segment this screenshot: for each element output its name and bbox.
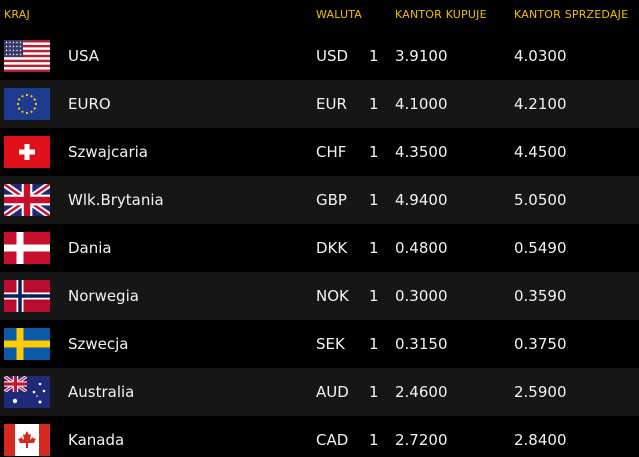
country-name: Wlk.Brytania — [68, 191, 164, 209]
table-row: Norwegia NOK 1 0.3000 0.3590 — [0, 272, 639, 320]
unit: 1 — [369, 431, 379, 449]
currency-code: DKK — [316, 239, 348, 257]
country-name: Dania — [68, 239, 112, 257]
flag-icon — [4, 232, 50, 264]
header-cell: KANTOR KUPUJE — [395, 8, 487, 21]
header-cell: KANTOR SPRZEDAJE — [514, 8, 629, 21]
unit: 1 — [369, 143, 379, 161]
sell-rate: 0.3590 — [514, 287, 567, 305]
table-row: Kanada CAD 1 2.7200 2.8400 — [0, 416, 639, 457]
sell-rate: 2.5900 — [514, 383, 567, 401]
sell-rate: 4.4500 — [514, 143, 567, 161]
flag-icon — [4, 184, 50, 216]
table-row: USA USD 1 3.9100 4.0300 — [0, 32, 639, 80]
unit: 1 — [369, 95, 379, 113]
unit: 1 — [369, 287, 379, 305]
sell-rate: 0.5490 — [514, 239, 567, 257]
header-cell: KRAJ — [4, 8, 30, 21]
buy-rate: 4.9400 — [395, 191, 448, 209]
currency-code: NOK — [316, 287, 349, 305]
buy-rate: 3.9100 — [395, 47, 448, 65]
flag-icon — [4, 88, 50, 120]
currency-code: EUR — [316, 95, 347, 113]
currency-code: AUD — [316, 383, 349, 401]
country-name: Australia — [68, 383, 135, 401]
buy-rate: 4.3500 — [395, 143, 448, 161]
currency-code: CAD — [316, 431, 349, 449]
table-row: Wlk.Brytania GBP 1 4.9400 5.0500 — [0, 176, 639, 224]
currency-code: USD — [316, 47, 349, 65]
unit: 1 — [369, 47, 379, 65]
flag-icon — [4, 280, 50, 312]
table-row: Szwecja SEK 1 0.3150 0.3750 — [0, 320, 639, 368]
unit: 1 — [369, 335, 379, 353]
country-name: Szwajcaria — [68, 143, 148, 161]
buy-rate: 0.4800 — [395, 239, 448, 257]
header-cell: WALUTA — [316, 8, 363, 21]
sell-rate: 4.2100 — [514, 95, 567, 113]
sell-rate: 2.8400 — [514, 431, 567, 449]
country-name: Szwecja — [68, 335, 129, 353]
table-row: EURO EUR 1 4.1000 4.2100 — [0, 80, 639, 128]
currency-code: GBP — [316, 191, 347, 209]
flag-icon — [4, 424, 50, 456]
buy-rate: 2.7200 — [395, 431, 448, 449]
buy-rate: 4.1000 — [395, 95, 448, 113]
currency-code: CHF — [316, 143, 347, 161]
table-header: KRAJ WALUTA KANTOR KUPUJE KANTOR SPRZEDA… — [0, 0, 639, 32]
unit: 1 — [369, 239, 379, 257]
sell-rate: 4.0300 — [514, 47, 567, 65]
flag-icon — [4, 376, 50, 408]
country-name: EURO — [68, 95, 111, 113]
currency-code: SEK — [316, 335, 345, 353]
table-row: Dania DKK 1 0.4800 0.5490 — [0, 224, 639, 272]
sell-rate: 5.0500 — [514, 191, 567, 209]
buy-rate: 0.3150 — [395, 335, 448, 353]
country-name: Kanada — [68, 431, 125, 449]
country-name: Norwegia — [68, 287, 139, 305]
country-name: USA — [68, 47, 100, 65]
sell-rate: 0.3750 — [514, 335, 567, 353]
unit: 1 — [369, 191, 379, 209]
buy-rate: 2.4600 — [395, 383, 448, 401]
flag-icon — [4, 328, 50, 360]
unit: 1 — [369, 383, 379, 401]
table-row: Australia AUD 1 2.4600 2.5900 — [0, 368, 639, 416]
buy-rate: 0.3000 — [395, 287, 448, 305]
flag-icon — [4, 136, 50, 168]
table-row: Szwajcaria CHF 1 4.3500 4.4500 — [0, 128, 639, 176]
flag-icon — [4, 40, 50, 72]
